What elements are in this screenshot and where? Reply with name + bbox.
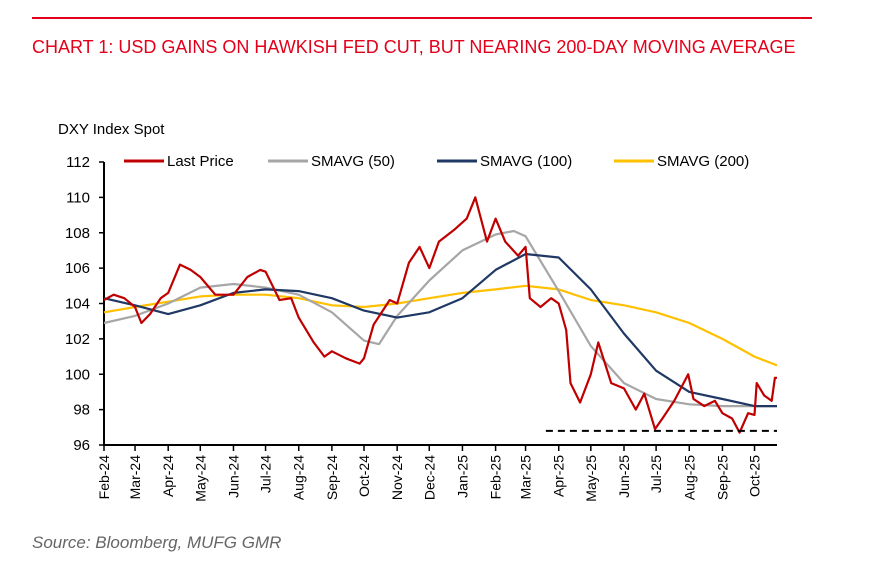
series-line-smavg-50 [103,229,777,408]
x-tick-label: May-24 [192,455,208,502]
source-note: Source: Bloomberg, MUFG GMR [32,533,282,552]
x-tick-label: May-25 [583,455,599,502]
x-tick-label: Apr-25 [551,455,567,497]
chart-title: CHART 1: USD GAINS ON HAWKISH FED CUT, B… [32,37,796,57]
x-tick-label: Mar-25 [518,455,534,500]
x-tick-label: Jul-24 [258,455,274,493]
y-tick-label: 96 [73,437,90,454]
y-tick-label: 102 [65,331,90,348]
series-line-smavg-100 [103,252,777,408]
y-tick-label: 110 [66,189,90,206]
header-rule [32,17,812,19]
legend-label: SMAVG (200) [657,153,749,170]
x-tick-label: Jun-24 [225,455,241,498]
legend-label: SMAVG (50) [311,153,395,170]
x-tick-label: Apr-24 [160,455,176,497]
x-tick-label: Sep-24 [324,455,340,500]
y-tick-label: 104 [65,296,90,313]
y-tick-label: 108 [65,225,90,242]
x-tick-label: Sep-25 [714,455,730,500]
series-line-smavg-200 [103,284,778,367]
series-line-last-price [103,196,777,434]
x-tick-label: Oct-24 [356,455,372,497]
x-tick-label: Mar-24 [127,455,143,500]
x-tick-label: Oct-25 [747,455,763,497]
y-tick-label: 106 [65,260,90,277]
x-tick-label: Jan-25 [454,455,470,498]
y-tick-label: 100 [65,366,90,383]
x-tick-label: Aug-24 [291,455,307,500]
x-tick-label: Feb-25 [488,455,504,500]
y-tick-label: 112 [66,154,90,171]
y-tick-label: 98 [73,402,90,419]
x-tick-label: Nov-24 [389,455,405,500]
legend-label: Last Price [167,153,234,170]
x-tick-label: Dec-24 [421,455,437,500]
x-tick-label: Jul-25 [648,455,664,493]
x-tick-label: Jun-25 [616,455,632,498]
y-axis-label: DXY Index Spot [58,121,165,138]
x-tick-label: Aug-25 [681,455,697,500]
x-tick-label: Feb-24 [96,455,112,500]
legend-label: SMAVG (100) [480,153,572,170]
